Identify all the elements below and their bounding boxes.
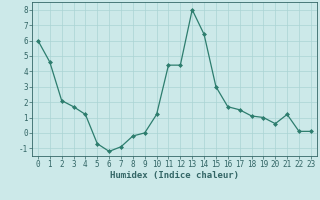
X-axis label: Humidex (Indice chaleur): Humidex (Indice chaleur) <box>110 171 239 180</box>
